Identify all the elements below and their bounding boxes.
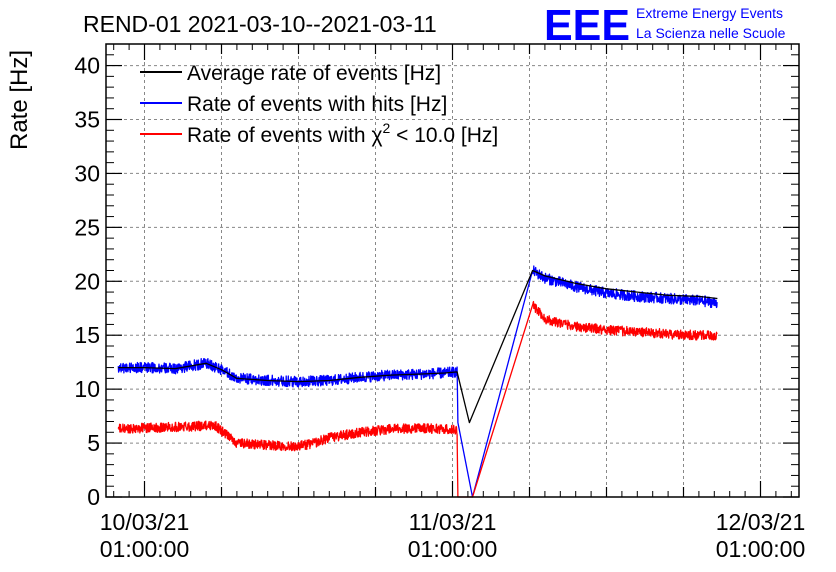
eee-logo: EEE Extreme Energy Events La Scienza nel… bbox=[544, 1, 786, 50]
eee-logo-mark: EEE bbox=[544, 1, 630, 50]
x-tick-label-date: 12/03/21 bbox=[716, 509, 806, 535]
x-tick-label-time: 01:00:00 bbox=[100, 536, 190, 562]
series-line-2 bbox=[117, 300, 718, 498]
chart-title: REND-01 2021-03-10--2021-03-11 bbox=[83, 11, 437, 37]
y-tick-label: 10 bbox=[74, 376, 100, 402]
x-tick-label-time: 01:00:00 bbox=[716, 536, 806, 562]
series-lines bbox=[117, 265, 718, 498]
grid bbox=[106, 44, 799, 497]
x-tick-label-date: 11/03/21 bbox=[409, 509, 497, 535]
y-tick-label: 5 bbox=[87, 430, 100, 456]
legend: Average rate of events [Hz] Rate of even… bbox=[140, 62, 498, 147]
x-tick-label-time: 01:00:00 bbox=[408, 536, 498, 562]
legend-label-chi2: Rate of events with χ2 < 10.0 [Hz] bbox=[187, 120, 498, 147]
logo-line-2: La Scienza nelle Scuole bbox=[636, 25, 786, 41]
series-line-0 bbox=[118, 269, 718, 424]
y-axis-label: Rate [Hz] bbox=[6, 50, 33, 150]
y-tick-label: 20 bbox=[74, 268, 100, 294]
y-tick-label: 15 bbox=[74, 322, 100, 348]
logo-line-1: Extreme Energy Events bbox=[636, 5, 783, 21]
y-tick-label: 40 bbox=[74, 53, 100, 79]
legend-label-hits: Rate of events with hits [Hz] bbox=[187, 93, 447, 116]
legend-label-average: Average rate of events [Hz] bbox=[187, 62, 441, 85]
x-tick-label-date: 10/03/21 bbox=[100, 509, 190, 535]
y-tick-label: 30 bbox=[74, 160, 100, 186]
y-tick-label: 35 bbox=[74, 107, 100, 133]
series-line-1 bbox=[117, 265, 718, 498]
y-tick-label: 0 bbox=[87, 484, 100, 510]
axes: 051015202530354010/03/2101:00:0011/03/21… bbox=[74, 44, 805, 562]
y-tick-label: 25 bbox=[74, 214, 100, 240]
